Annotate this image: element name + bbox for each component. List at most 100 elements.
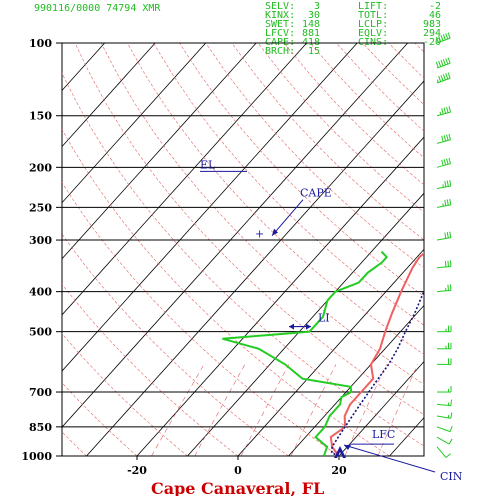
pressure-tick-label: 850 [29,421,52,434]
chart-title: Cape Canaveral, FL [151,479,324,496]
index-label: BRCH: [265,46,295,57]
isotherm [0,43,155,456]
isotherm [390,43,494,456]
barb-flag [448,33,450,39]
barb-half-flag [443,203,444,206]
isotherm [0,43,357,456]
dry-adiabat [101,43,494,456]
barb-flag [449,439,452,444]
wind-barb [436,58,450,68]
barb-staff [437,78,450,83]
wind-barb [437,447,451,458]
wind-barb [437,437,452,444]
pressure-tick-label: 300 [29,234,52,247]
wind-barb [437,412,452,418]
wind-barb [437,326,451,332]
barb-flag [445,261,446,267]
barb-flag [444,108,446,114]
station-line: 990116/0000 74794 XMR [34,3,161,14]
temperature-tick-label: -20 [127,464,147,477]
barb-half-flag [448,415,449,418]
dry-adiabat [49,43,440,456]
isotherm [339,43,494,456]
barb-half-flag [440,112,441,115]
barb-flag [449,106,451,112]
lfc-label: LFC [372,428,395,441]
pressure-tick-label: 700 [29,386,52,399]
barb-flag [447,159,449,165]
barb-flag [449,134,451,140]
isobars [56,43,424,456]
dewpoint-curve [222,252,386,456]
barb-flag [448,73,450,79]
barb-staff [437,437,449,444]
mixing-ratio-line [241,364,289,456]
barb-flag [446,454,451,458]
temperature-curve [331,43,494,456]
el-label: EL [200,158,216,171]
wind-barb [437,134,451,143]
cin-label: CIN [440,470,463,483]
barb-flag [436,62,438,68]
temperature-tick-label: 0 [234,464,242,477]
wind-barb [437,73,450,83]
barb-flag [442,136,444,142]
barb-flag [439,61,441,67]
barb-staff [437,427,450,432]
mixing-ratio-line [378,364,418,456]
pressure-tick-label: 150 [29,110,52,123]
barb-flag [439,76,441,82]
pressure-tick-label: 500 [29,326,52,339]
isotherm [238,43,494,456]
barb-flag [450,232,451,238]
isotherm [440,43,494,456]
barb-flag [441,35,443,41]
barb-flag [445,200,446,206]
barb-flag [448,261,449,267]
wind-barb [437,158,451,167]
barb-flag [445,181,446,187]
barb-flag [441,75,443,81]
dry-adiabat [23,43,390,456]
wind-barb [437,343,451,349]
dry-adiabat [363,43,494,456]
barb-flag [448,285,449,291]
parcel-cross: + [255,228,264,241]
dry-adiabat [284,43,494,456]
wind-barb [437,261,451,268]
isotherm [289,43,494,456]
barb-flag [442,108,444,114]
wind-barb [437,284,451,291]
pressure-tick-label: 400 [29,286,52,299]
barb-flag [450,284,451,290]
wind-barb [437,199,451,207]
barb-flag [450,261,451,267]
dry-adiabat [232,43,494,456]
dry-adiabat [75,43,491,456]
cape-label: CAPE [300,187,332,200]
barb-flag [450,426,452,432]
temperature-tick-label: 20 [331,464,347,477]
index-value: 15 [308,46,320,57]
barb-flag [447,135,449,141]
dry-adiabat [0,43,137,456]
barb-flag [446,59,448,65]
background-lines [0,43,494,456]
barb-flag [442,160,444,166]
barb-flag [447,181,448,187]
barb-flag [447,199,448,205]
barb-flag [444,135,446,141]
barb-flag [441,60,443,66]
barb-flag [451,412,452,418]
li-arrow-right [306,324,311,330]
dry-adiabat [415,43,494,456]
dry-adiabat [206,43,494,456]
barb-staff [437,63,450,68]
barb-flag [443,34,445,40]
isotherm [87,43,459,456]
wind-barb [437,400,451,406]
isotherm [36,43,408,456]
